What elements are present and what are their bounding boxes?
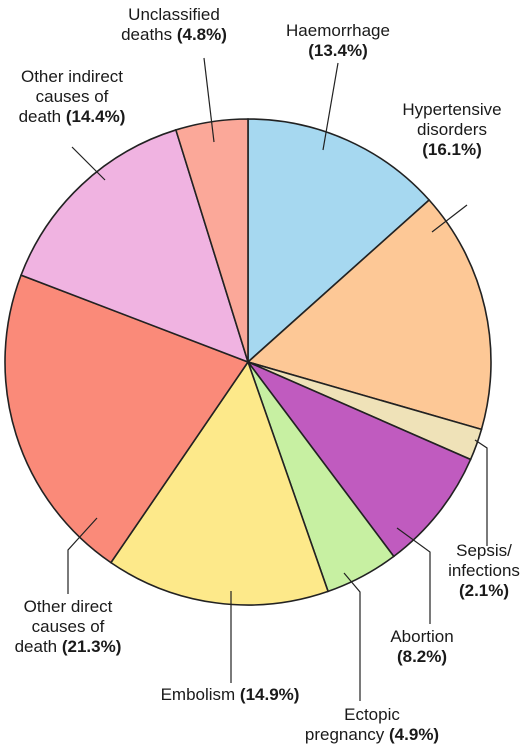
slice-percent: (4.9%) — [384, 725, 439, 744]
leader-lines — [67, 57, 488, 701]
slice-percent: (8.2%) — [397, 647, 447, 666]
slice-percent: (13.4%) — [308, 41, 368, 60]
slice-label-line: Ectopic — [344, 705, 400, 724]
leader-line-other-direct-causes-of-death — [67, 517, 98, 594]
pie-slice-abortion — [245, 360, 472, 558]
slice-label-line: infections — [448, 561, 520, 580]
slice-percent: (2.1%) — [459, 581, 509, 600]
leader-line-haemorrhage — [322, 62, 339, 151]
slice-label-line: death — [15, 637, 58, 656]
slice-label-hypertensive-disorders: Hypertensive disorders (16.1%) — [402, 100, 501, 159]
leader-line-unclassified-deaths — [203, 57, 215, 143]
slice-label-other-direct-causes-of-death: Other direct causes of death (21.3%) — [15, 597, 122, 656]
pie-slice-haemorrhage — [247, 118, 431, 364]
slice-label-abortion: Abortion (8.2%) — [390, 627, 453, 666]
pie-slice-other-direct-causes-of-death — [4, 274, 250, 564]
slice-label-ectopic-pregnancy: Ectopic pregnancy (4.9%) — [305, 705, 439, 744]
pie-slice-embolism — [109, 360, 330, 606]
slice-label-sepsis-infections: Sepsis/infections (2.1%) — [448, 541, 520, 600]
slice-label-embolism: Embolism (14.9%) — [161, 685, 300, 704]
slice-label-line: Abortion — [390, 627, 453, 646]
slice-label-line: deaths — [121, 25, 172, 44]
slice-label-line: Hypertensive — [402, 100, 501, 119]
slice-label-line: causes of — [36, 87, 109, 106]
leader-line-other-indirect-causes-of-death — [71, 146, 106, 181]
slice-labels: Haemorrhage (13.4%)Hypertensive disorders(… — [15, 5, 520, 744]
slice-label-line: causes of — [32, 617, 105, 636]
slice-label-line: Other direct — [24, 597, 113, 616]
pie-slices — [4, 118, 492, 606]
pie-slice-other-indirect-causes-of-death — [20, 128, 250, 364]
slice-label-line: death — [19, 107, 62, 126]
leader-line-sepsis-infections — [474, 439, 488, 546]
leader-line-abortion — [396, 527, 431, 624]
pie-slice-hypertensive-disorders — [246, 198, 492, 431]
slice-label-line: pregnancy — [305, 725, 385, 744]
leader-line-ectopic-pregnancy — [343, 572, 361, 701]
slice-percent: (4.8%) — [172, 25, 227, 44]
slice-percent: (14.9%) — [235, 685, 299, 704]
slice-percent: (21.3%) — [57, 637, 121, 656]
slice-label-unclassified-deaths: Unclassified deaths (4.8%) — [121, 5, 227, 44]
slice-label-line: disorders — [417, 120, 487, 139]
slice-label-line: Haemorrhage — [286, 21, 390, 40]
slice-label-line: Other indirect — [21, 67, 123, 86]
slice-label-line: Unclassified — [128, 5, 220, 24]
leader-line-hypertensive-disorders — [431, 204, 468, 233]
slice-label-other-indirect-causes-of-death: Other indirect causes of death (14.4%) — [19, 67, 126, 126]
slice-percent: (16.1%) — [422, 140, 482, 159]
slice-label-haemorrhage: Haemorrhage (13.4%) — [286, 21, 390, 60]
slice-label-line: Embolism — [161, 685, 236, 704]
slice-percent: (14.4%) — [61, 107, 125, 126]
slice-label-line: Sepsis/ — [456, 541, 512, 560]
